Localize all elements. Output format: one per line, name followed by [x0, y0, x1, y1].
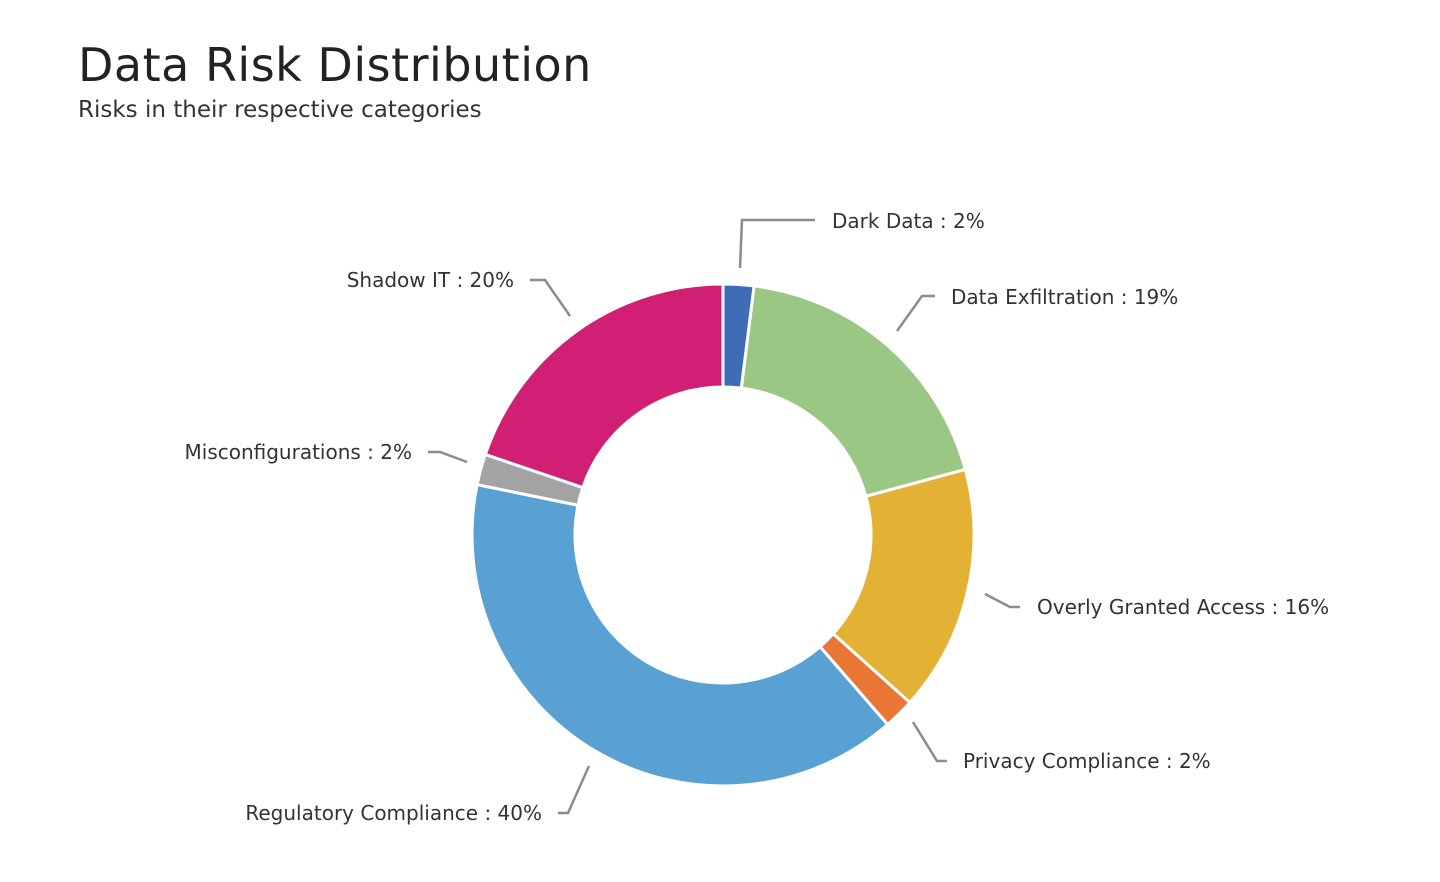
donut-slices: [470, 282, 976, 788]
slice-label-regulatory-compliance: Regulatory Compliance : 40%: [245, 801, 542, 825]
slice-label-privacy-compliance: Privacy Compliance : 2%: [963, 749, 1211, 773]
leader-line-regulatory-compliance: [558, 765, 591, 815]
leader-line-dark-data: [738, 218, 815, 269]
leader-lines: [428, 218, 1020, 815]
chart-subtitle: Risks in their respective categories: [78, 97, 482, 123]
slice-label-dark-data: Dark Data : 2%: [832, 209, 985, 233]
leader-line-privacy-compliance: [911, 721, 947, 763]
slice-label-misconfigurations: Misconfigurations : 2%: [185, 440, 413, 464]
slice-label-data-exfiltration: Data Exfiltration : 19%: [951, 285, 1178, 309]
slice-regulatory-compliance: [470, 483, 890, 788]
slice-labels: Dark Data : 2% Data Exfiltration : 19% Ove…: [185, 209, 1330, 825]
leader-line-data-exfiltration: [895, 294, 935, 332]
slice-label-shadow-it: Shadow IT : 20%: [347, 268, 514, 292]
slice-label-overly-granted-access: Overly Granted Access : 16%: [1037, 595, 1329, 619]
leader-line-shadow-it: [530, 278, 572, 317]
slice-data-exfiltration: [739, 284, 967, 498]
leader-line-misconfigurations: [428, 450, 468, 464]
slice-shadow-it: [483, 282, 725, 490]
leader-line-overly-granted-access: [984, 592, 1020, 609]
chart-title: Data Risk Distribution: [78, 38, 592, 92]
